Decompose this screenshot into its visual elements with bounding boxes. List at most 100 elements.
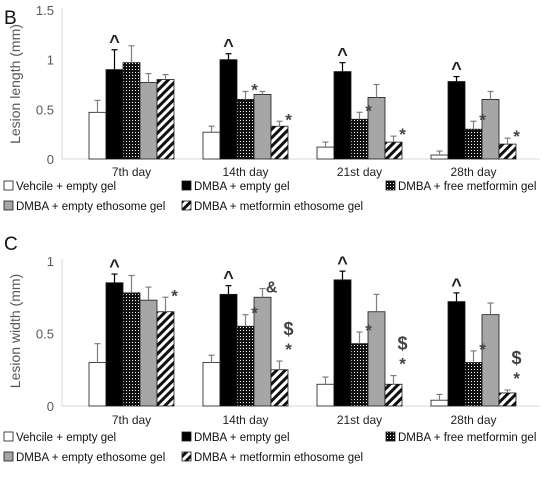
x-tick-label: 21st day xyxy=(337,413,382,427)
legend-item: DMBA + free metformin gel xyxy=(385,180,536,193)
bar-gray xyxy=(481,314,500,407)
significance-mark: * xyxy=(399,125,406,144)
bar-black xyxy=(105,282,124,407)
x-tick-label: 14th day xyxy=(222,165,268,179)
legend-label: DMBA + empty ethosome gel xyxy=(16,452,165,464)
significance-mark: $ xyxy=(397,334,407,354)
legend-label: DMBA + metformin ethosome gel xyxy=(194,452,363,464)
bar-hatch xyxy=(156,79,175,160)
legend-swatch xyxy=(385,180,396,191)
legend-item: DMBA + free metformin gel xyxy=(385,431,536,444)
plot-area: 0 0.5 1 7th day 14th day 21st day 28th day ^ * ^ *… xyxy=(36,253,540,427)
legend-label: DMBA + empty ethosome gel xyxy=(16,201,165,213)
legend-item: DMBA + empty gel xyxy=(181,180,290,193)
x-tick-label: 28th day xyxy=(450,413,496,427)
legend: Vehcile + empty gel DMBA + empty gel DMBA … xyxy=(3,180,536,213)
significance-mark: & xyxy=(266,280,278,297)
panel-label: B xyxy=(4,8,17,29)
legend-item: Vehcile + empty gel xyxy=(3,180,116,193)
bar-white xyxy=(316,383,335,407)
significance-mark: ^ xyxy=(451,59,462,79)
significance-mark: $ xyxy=(511,348,521,368)
bar-white xyxy=(430,399,449,407)
bar-hatch xyxy=(384,383,403,407)
significance-mark: * xyxy=(285,340,292,359)
significance-mark: * xyxy=(365,101,372,120)
significance-mark: * xyxy=(285,110,292,129)
legend-swatch xyxy=(181,431,192,442)
bar-hatch xyxy=(498,143,517,160)
significance-mark: ^ xyxy=(109,32,120,52)
significance-mark: $ xyxy=(283,319,293,339)
x-tick-label: 7th day xyxy=(112,413,151,427)
bar-gray xyxy=(139,82,158,160)
bar-white xyxy=(430,154,449,160)
x-tick-label: 7th day xyxy=(112,165,151,179)
significance-mark: ^ xyxy=(109,256,120,276)
bar-white xyxy=(88,362,107,407)
significance-mark: * xyxy=(479,340,486,359)
legend-swatch xyxy=(181,180,192,191)
bar-hatch xyxy=(270,125,289,160)
bar-gray xyxy=(253,94,272,160)
panel-c-chart: C Lesion width (mm) 0 0.5 1 7th day 14th day… xyxy=(3,234,540,464)
panel-b-chart: B Lesion length (mm) 0 0.5 1 1.5 7th day 14th… xyxy=(3,3,540,213)
y-tick-label: 1 xyxy=(47,254,54,269)
legend-item: DMBA + metformin ethosome gel xyxy=(181,200,363,213)
bar-dots xyxy=(236,325,255,407)
legend-label: Vehcile + empty gel xyxy=(16,181,116,193)
legend-item: DMBA + empty gel xyxy=(181,431,290,444)
bar-hatch xyxy=(384,141,403,160)
y-tick-label: 1 xyxy=(47,53,54,68)
bar-dots xyxy=(464,128,483,160)
x-tick-label: 14th day xyxy=(222,413,268,427)
bar-black xyxy=(447,301,466,407)
bar-black xyxy=(333,71,352,160)
legend-item: DMBA + metformin ethosome gel xyxy=(181,451,363,464)
bar-black xyxy=(219,293,238,407)
bar-dots xyxy=(350,343,369,407)
y-tick-label: 0.5 xyxy=(36,327,54,342)
significance-mark: * xyxy=(251,304,258,323)
significance-mark: ^ xyxy=(337,253,348,273)
legend-label: Vehcile + empty gel xyxy=(16,432,116,444)
bar-hatch xyxy=(498,392,517,407)
bar-hatch xyxy=(156,311,175,407)
y-tick-label: 1.5 xyxy=(36,3,54,18)
y-tick-label: 0 xyxy=(47,399,54,414)
legend-swatch xyxy=(181,451,192,462)
significance-mark: ^ xyxy=(337,45,348,65)
legend-label: DMBA + empty gel xyxy=(194,432,290,444)
bar-dots xyxy=(122,292,141,407)
bar-white xyxy=(316,146,335,160)
bar-black xyxy=(333,279,352,407)
bar-white xyxy=(202,131,221,160)
x-tick-label: 21st day xyxy=(337,165,382,179)
x-tick-label: 28th day xyxy=(450,165,496,179)
bar-dots xyxy=(236,99,255,160)
panel-label: C xyxy=(4,234,18,255)
significance-mark: ^ xyxy=(223,268,234,288)
legend-swatch xyxy=(3,451,14,462)
legend-swatch xyxy=(385,431,396,442)
bar-black xyxy=(447,81,466,160)
significance-mark: * xyxy=(479,110,486,129)
legend-swatch xyxy=(3,431,14,442)
bar-black xyxy=(219,59,238,160)
significance-mark: ^ xyxy=(223,36,234,56)
significance-mark: ^ xyxy=(451,275,462,295)
significance-mark: * xyxy=(365,321,372,340)
legend-swatch xyxy=(3,180,14,191)
significance-mark: * xyxy=(251,80,258,99)
legend-swatch xyxy=(3,200,14,211)
bar-dots xyxy=(464,362,483,407)
bar-dots xyxy=(350,118,369,160)
legend-label: DMBA + metformin ethosome gel xyxy=(194,201,363,213)
bar-white xyxy=(88,111,107,160)
legend-item: Vehcile + empty gel xyxy=(3,431,116,444)
legend-label: DMBA + free metformin gel xyxy=(398,432,536,444)
significance-mark: * xyxy=(513,369,520,388)
legend-label: DMBA + empty gel xyxy=(194,181,290,193)
